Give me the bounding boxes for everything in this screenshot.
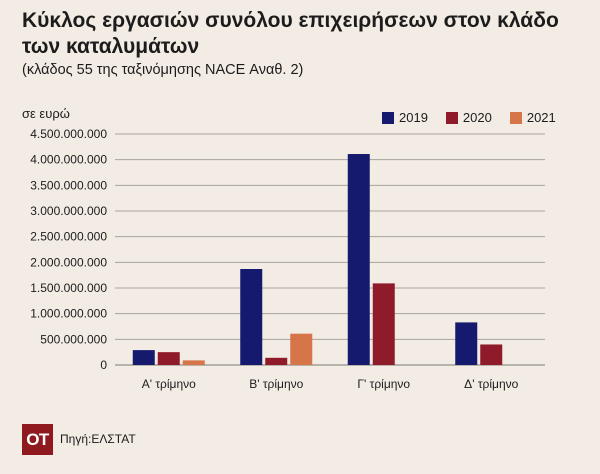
bar-2019 [455,322,478,365]
y-tick-label: 2.500.000.000 [30,230,107,244]
chart-title: Κύκλος εργασιών συνόλου επιχειρήσεων στο… [22,9,559,58]
legend-item-2021: 2021 [509,110,556,125]
x-tick-label: Γ' τρίμηνο [357,377,410,391]
legend-label-2019: 2019 [399,110,428,125]
y-tick-label: 0 [100,358,107,372]
legend-item-2020: 2020 [445,110,492,125]
bar-2020 [157,352,180,365]
x-tick-label: Δ' τρίμηνο [464,377,518,391]
chart-subtitle: (κλάδος 55 της ταξινόμησης NACE Αναθ. 2) [22,62,304,78]
x-tick-label: Α' τρίμηνο [142,377,196,391]
legend-swatch-2020 [445,111,458,124]
bar-2019 [347,154,370,365]
bar-2021 [182,360,205,365]
y-tick-label: 3.500.000.000 [30,178,107,192]
legend-swatch-2019 [382,111,394,124]
x-tick-label: Β' τρίμηνο [249,377,303,391]
y-tick-label: 2.000.000.000 [30,255,107,269]
legend-label-2020: 2020 [462,110,492,125]
bar-2020 [265,357,288,365]
chart-legend: 2019 2020 2021 [382,110,556,125]
legend-swatch-2021 [509,111,522,124]
ot-logo: ΟΤ [22,424,53,455]
y-tick-label: 3.000.000.000 [30,204,107,218]
bar-2019 [240,269,263,365]
bar-2021 [290,333,313,365]
y-tick-label: 1.500.000.000 [30,281,107,295]
bar-2020 [372,283,395,365]
y-axis-unit-label: σε ευρώ [22,106,70,121]
y-tick-label: 4.500.000.000 [30,127,107,141]
source-note: Πηγή:ΕΛΣΤΑΤ [60,432,136,446]
legend-label-2021: 2021 [526,110,556,125]
bar-2019 [132,350,155,365]
bar-2020 [480,344,503,365]
legend-item-2019: 2019 [382,110,428,125]
y-tick-label: 4.000.000.000 [30,153,107,167]
y-tick-label: 1.000.000.000 [30,307,107,321]
y-tick-label: 500.000.000 [40,332,107,346]
